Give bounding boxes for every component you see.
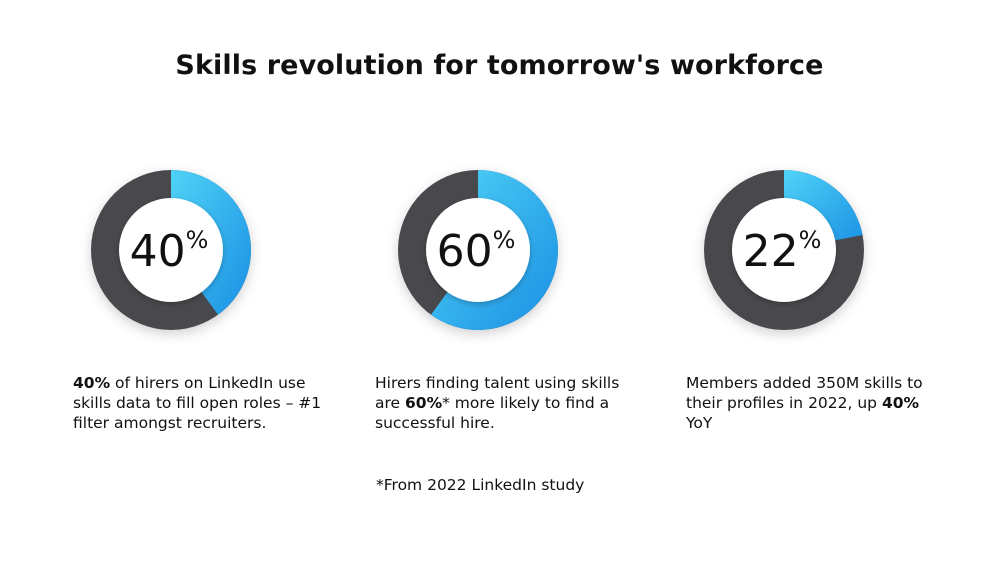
description-text: of hirers on LinkedIn use skills data to… xyxy=(73,374,322,432)
highlight-text: 40% xyxy=(73,374,111,392)
donut-percent-label: 60% xyxy=(437,226,516,277)
donut-svg-3: 22% xyxy=(704,170,864,330)
highlight-text: 40% xyxy=(881,394,920,412)
donut-center xyxy=(732,198,836,302)
donut-svg-1: 40% xyxy=(91,170,251,330)
description-text: Members added 350M skills to their profi… xyxy=(686,374,923,412)
stat-description-1: 40% of hirers on LinkedIn use skills dat… xyxy=(73,373,333,433)
highlight-text: 60% xyxy=(405,394,443,412)
donut-center xyxy=(119,198,223,302)
donut-center xyxy=(426,198,530,302)
description-text: Hirers finding talent using skills are xyxy=(375,374,620,412)
description-text: * more likely to find a successful hire. xyxy=(375,394,610,432)
donut-percent-label: 22% xyxy=(743,226,822,277)
donut-chart-2: 60% xyxy=(378,150,578,350)
donut-chart-3: 22% xyxy=(684,150,884,350)
stat-description-2: Hirers finding talent using skills are 6… xyxy=(375,373,635,433)
slide-title: Skills revolution for tomorrow's workfor… xyxy=(175,50,824,81)
donut-percent-label: 40% xyxy=(130,226,209,277)
description-text: YoY xyxy=(686,414,713,432)
footnote: *From 2022 LinkedIn study xyxy=(376,476,585,494)
donut-svg-2: 60% xyxy=(398,170,559,330)
stat-description-3: Members added 350M skills to their profi… xyxy=(686,373,946,433)
donut-chart-1: 40% xyxy=(71,150,271,350)
